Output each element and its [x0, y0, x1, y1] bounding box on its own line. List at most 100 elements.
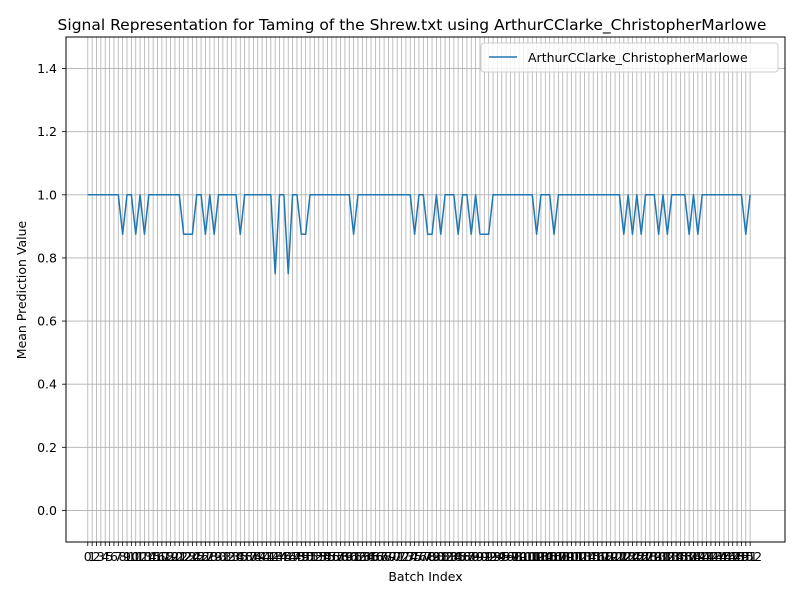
x-tick-label: 17: [154, 549, 170, 564]
x-tick-label: 148: [721, 549, 745, 564]
x-tick-label: 81: [433, 549, 449, 564]
x-tick-label: 139: [682, 549, 706, 564]
chart-title: Signal Representation for Taming of the …: [58, 16, 767, 35]
x-tick-label: 33: [224, 549, 240, 564]
x-tick-label: 42: [263, 549, 279, 564]
x-tick-label: 61: [346, 549, 362, 564]
x-tick-label: 137: [673, 549, 697, 564]
x-tick-label: 128: [634, 549, 658, 564]
x-tick-label: 45: [276, 549, 292, 564]
x-tick-label: 130: [642, 549, 666, 564]
y-tick-label: 0.8: [37, 250, 57, 265]
x-tick-label: 0: [84, 549, 92, 564]
x-tick-label: 147: [716, 549, 740, 564]
x-tick-label: 12: [132, 549, 148, 564]
x-tick-label: 13: [136, 549, 152, 564]
x-tick-label: 133: [655, 549, 679, 564]
x-tick-label: 118: [590, 549, 614, 564]
x-tick-label: 37: [241, 549, 257, 564]
x-tick-label: 15: [145, 549, 161, 564]
x-tick-label: 107: [542, 549, 566, 564]
x-tick-label: 51: [302, 549, 318, 564]
x-tick-label: 136: [668, 549, 692, 564]
x-tick-label: 121: [603, 549, 627, 564]
x-tick-label: 6: [110, 549, 118, 564]
x-tick-label: 19: [163, 549, 179, 564]
x-tick-label: 87: [459, 549, 475, 564]
x-tick-label: 145: [708, 549, 732, 564]
x-tick-label: 35: [232, 549, 248, 564]
y-axis-ticks: 0.0 0.2 0.4 0.6 0.8 1.0 1.2 1.4: [37, 61, 66, 518]
x-tick-label: 127: [629, 549, 653, 564]
x-tick-label: 93: [485, 549, 501, 564]
x-tick-label: 96: [498, 549, 514, 564]
legend: ArthurCClarke_ChristopherMarlowe: [480, 42, 779, 73]
x-tick-label: 58: [333, 549, 349, 564]
x-tick-label: 4: [101, 549, 109, 564]
x-tick-label: 38: [245, 549, 261, 564]
y-tick-label: 0.4: [37, 377, 57, 392]
x-tick-label: 48: [289, 549, 305, 564]
x-tick-label: 5: [106, 549, 114, 564]
x-tick-label: 7: [114, 549, 122, 564]
x-tick-label: 112: [564, 549, 588, 564]
x-tick-label: 71: [389, 549, 405, 564]
x-tick-label: 18: [158, 549, 174, 564]
x-tick-label: 86: [455, 549, 471, 564]
x-tick-label: 142: [695, 549, 719, 564]
x-tick-label: 63: [354, 549, 370, 564]
x-tick-label: 106: [538, 549, 562, 564]
x-tick-label: 66: [367, 549, 383, 564]
x-tick-label: 73: [398, 549, 414, 564]
x-tick-label: 120: [599, 549, 623, 564]
x-tick-label: 115: [577, 549, 601, 564]
x-tick-label: 22: [176, 549, 192, 564]
y-tick-label: 1.0: [37, 187, 57, 202]
x-tick-label: 59: [337, 549, 353, 564]
x-tick-label: 97: [503, 549, 519, 564]
grid-lines: [66, 37, 785, 542]
x-tick-label: 116: [581, 549, 605, 564]
x-tick-label: 82: [437, 549, 453, 564]
x-tick-label: 131: [647, 549, 671, 564]
x-tick-label: 60: [341, 549, 357, 564]
x-tick-label: 125: [621, 549, 645, 564]
x-tick-label: 91: [476, 549, 492, 564]
x-tick-label: 111: [560, 549, 584, 564]
x-tick-label: 57: [328, 549, 344, 564]
x-tick-label: 40: [254, 549, 270, 564]
x-tick-label: 67: [372, 549, 388, 564]
y-tick-label: 1.2: [37, 124, 57, 139]
x-tick-label: 113: [568, 549, 592, 564]
x-tick-label: 114: [573, 549, 597, 564]
x-tick-label: 89: [468, 549, 484, 564]
x-tick-label: 75: [407, 549, 423, 564]
x-tick-label: 123: [612, 549, 636, 564]
x-tick-label: 124: [616, 549, 640, 564]
x-tick-label: 146: [712, 549, 736, 564]
x-tick-label: 16: [150, 549, 166, 564]
x-tick-label: 36: [237, 549, 253, 564]
series-layer: [87, 194, 751, 275]
x-tick-label: 110: [555, 549, 579, 564]
x-tick-label: 69: [381, 549, 397, 564]
x-tick-label: 28: [202, 549, 218, 564]
x-tick-label: 99: [511, 549, 527, 564]
x-axis-ticks: 0123456789101112131415161718192021222324…: [84, 542, 762, 564]
x-tick-label: 77: [415, 549, 431, 564]
x-tick-label: 83: [442, 549, 458, 564]
x-tick-label: 129: [638, 549, 662, 564]
x-tick-label: 30: [211, 549, 227, 564]
x-tick-label: 21: [171, 549, 187, 564]
x-tick-label: 10: [123, 549, 139, 564]
x-tick-label: 140: [686, 549, 710, 564]
x-tick-label: 29: [206, 549, 222, 564]
x-tick-label: 46: [280, 549, 296, 564]
x-tick-label: 138: [677, 549, 701, 564]
x-tick-label: 134: [660, 549, 684, 564]
x-tick-label: 9: [123, 549, 131, 564]
x-tick-label: 108: [546, 549, 570, 564]
x-tick-label: 1: [88, 549, 96, 564]
y-tick-label: 0.2: [37, 440, 57, 455]
